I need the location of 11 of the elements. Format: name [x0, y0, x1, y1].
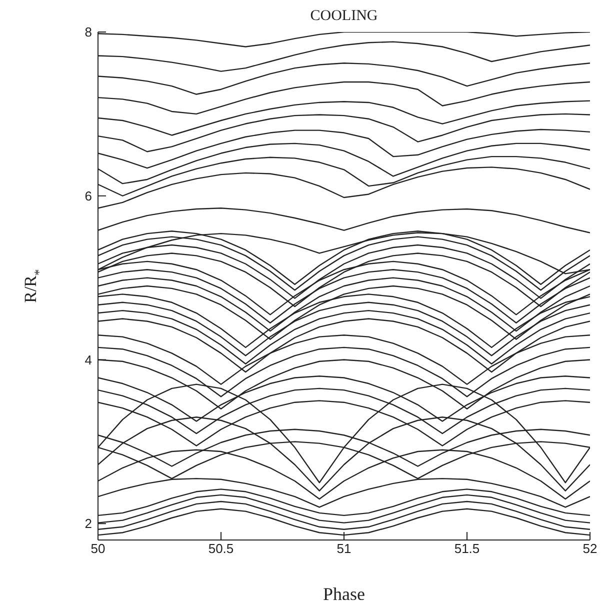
y-tick-label: 6 — [84, 188, 92, 204]
y-tick-label: 4 — [84, 352, 92, 368]
y-tick-label: 2 — [84, 516, 92, 532]
x-tick-label: 51.5 — [454, 541, 480, 556]
y-tick-label: 8 — [84, 24, 92, 40]
chart-title: COOLING — [309, 8, 379, 25]
x-axis-title: Phase — [323, 584, 366, 601]
x-tick-label: 50.5 — [208, 541, 234, 556]
x-tick-label: 50 — [90, 541, 106, 556]
x-tick-label: 51 — [336, 541, 352, 556]
x-tick-label: 52 — [582, 541, 598, 556]
